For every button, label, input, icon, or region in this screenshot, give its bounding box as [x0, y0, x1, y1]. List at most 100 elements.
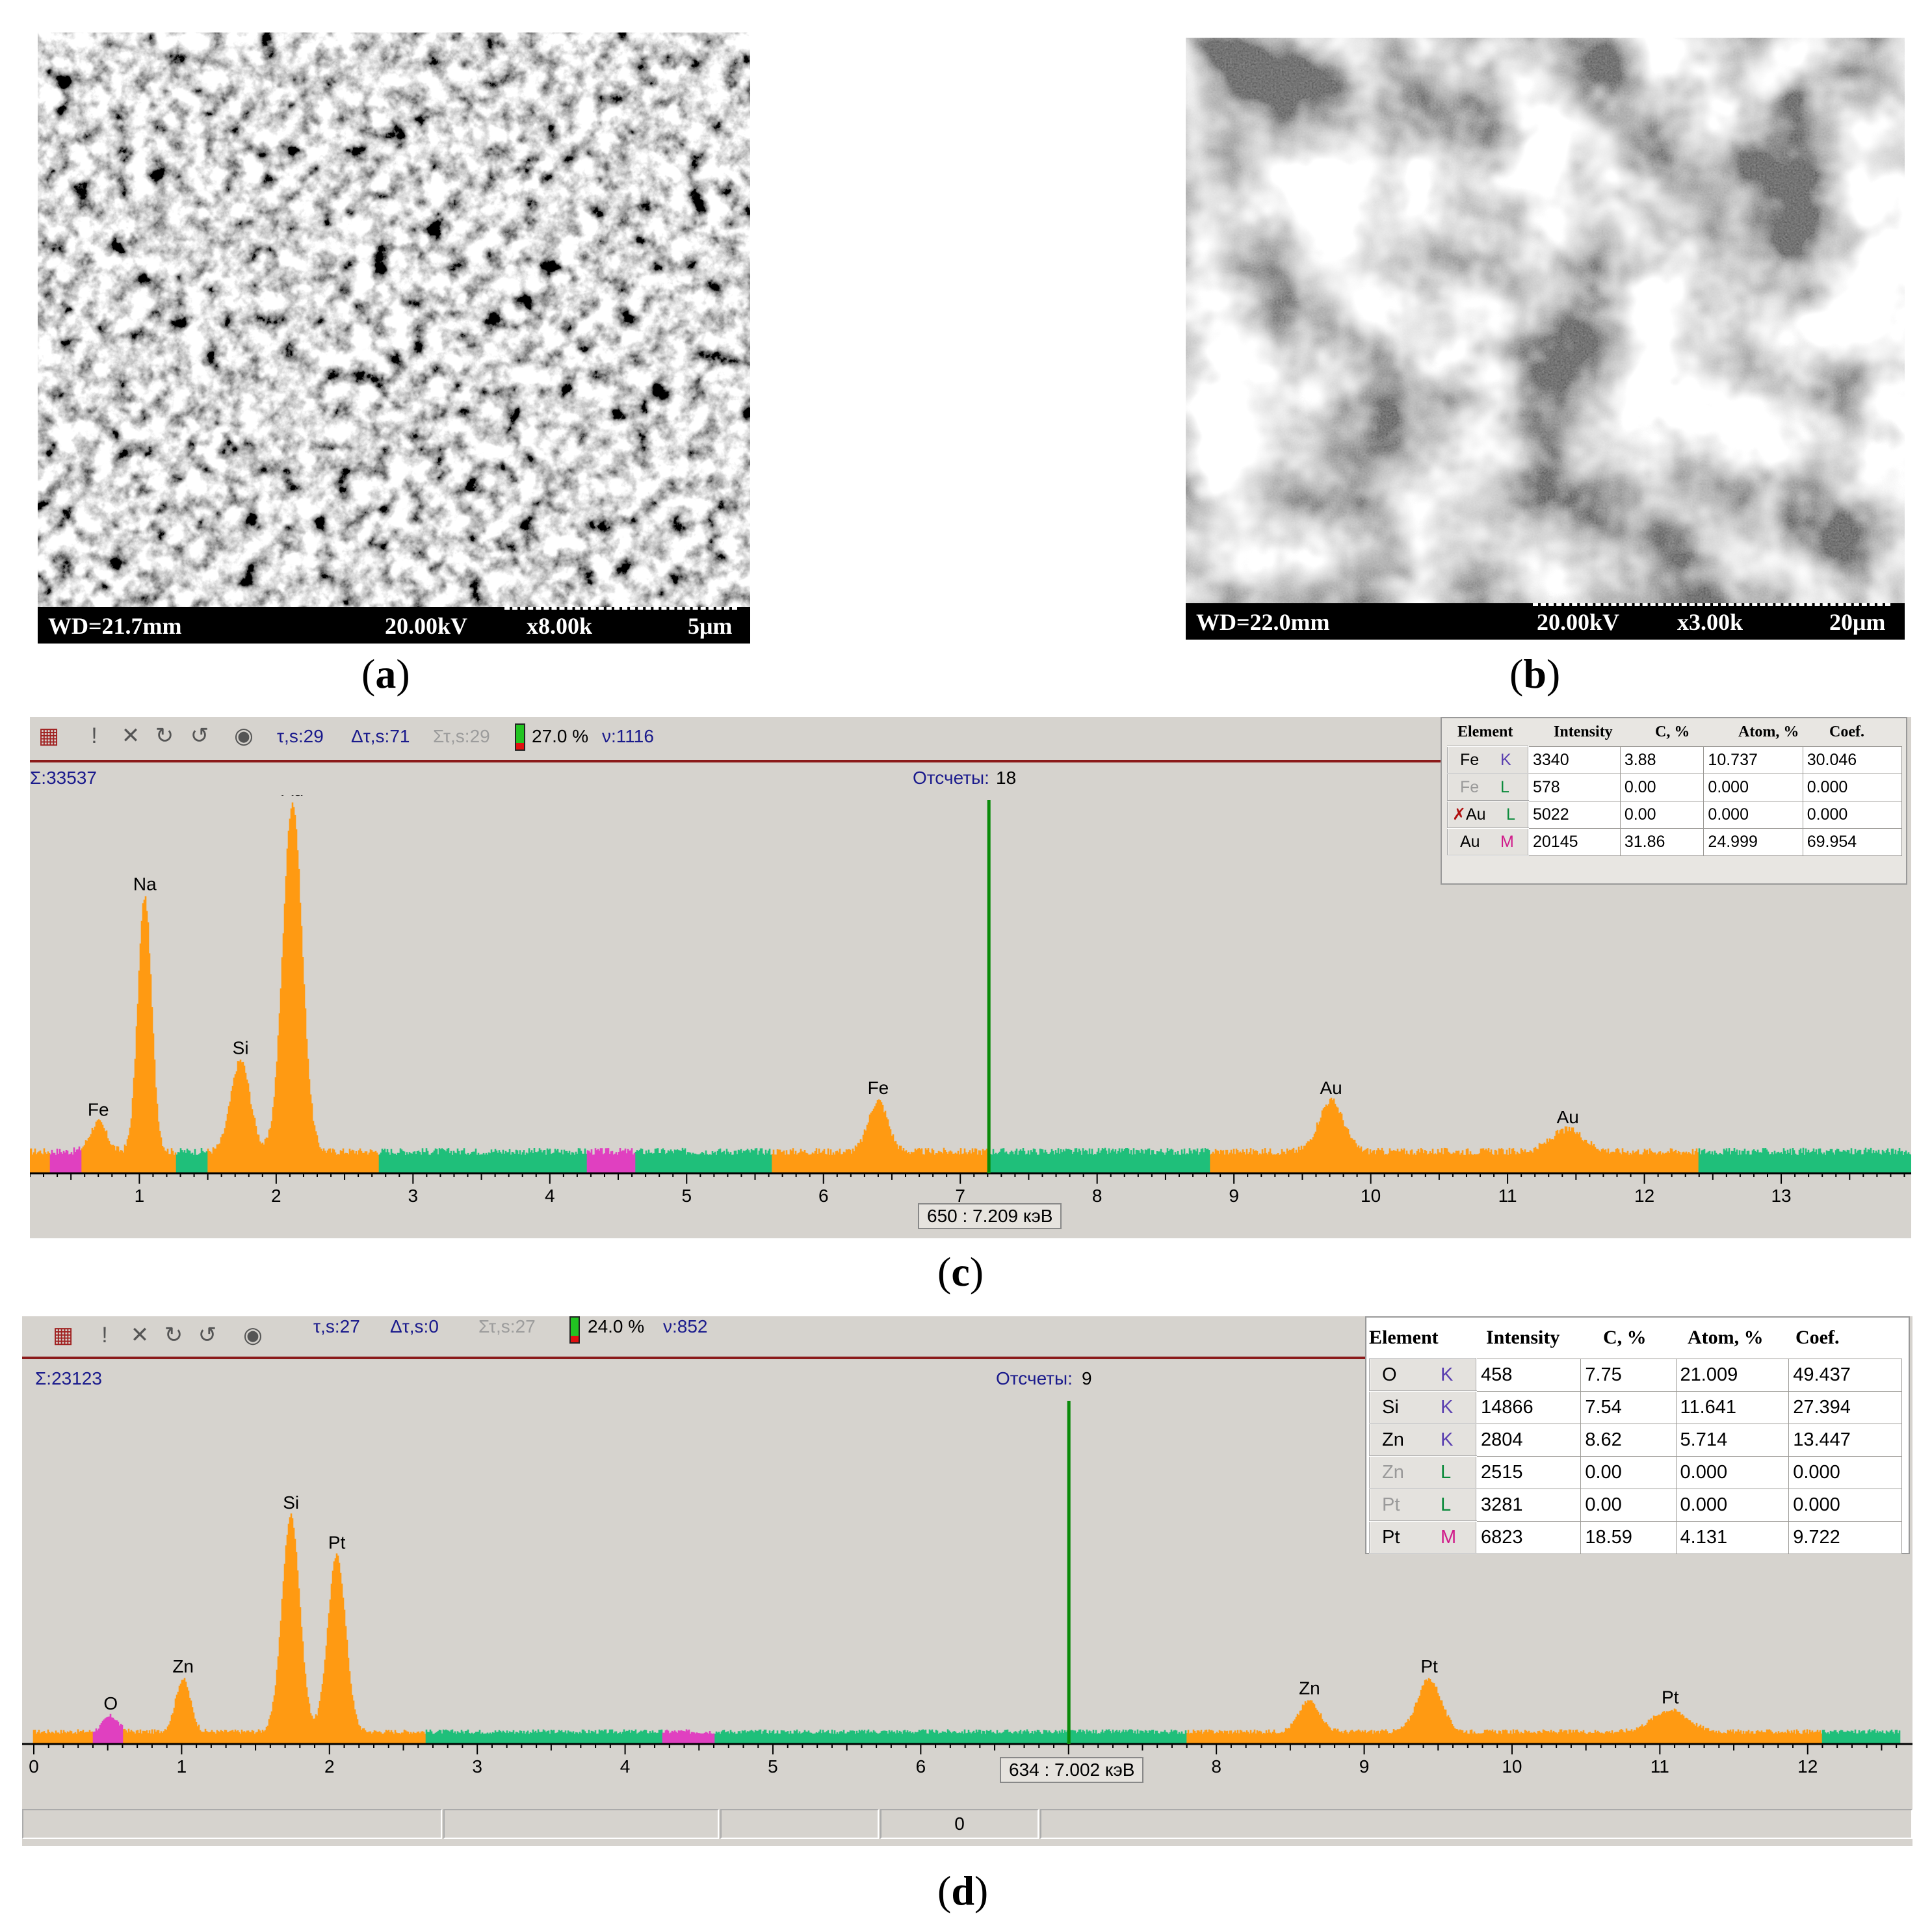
element-row[interactable]: Au M 20145 31.86 24.999 69.954 — [1447, 827, 1903, 856]
element-cell[interactable]: Zn L — [1369, 1455, 1477, 1489]
element-row[interactable]: Pt M 6823 18.59 4.131 9.722 — [1369, 1520, 1902, 1554]
col-atom: Atom, % — [1738, 723, 1799, 740]
x-tick-label: 9 — [1229, 1186, 1239, 1206]
x-tick-label: 4 — [620, 1756, 631, 1776]
peak-label: Fe — [88, 1100, 109, 1120]
x-tick-label: 13 — [1771, 1186, 1791, 1206]
element-row[interactable]: ✗Au L 5022 0.00 0.000 0.000 — [1447, 800, 1903, 829]
caption-a: (a) — [361, 651, 410, 697]
concentration-cell: 0.00 — [1619, 773, 1704, 801]
x-tick-label: 7 — [955, 1186, 965, 1206]
x-tick-label: 5 — [681, 1186, 692, 1206]
spectrum-orange-area — [30, 802, 1699, 1173]
spectrum-icon[interactable]: ▦ — [52, 1323, 74, 1347]
intensity-cell: 458 — [1476, 1358, 1582, 1392]
acquisition-progress-icon — [569, 1316, 580, 1344]
coef-cell: 27.394 — [1788, 1390, 1902, 1424]
element-cell[interactable]: Pt M — [1369, 1520, 1477, 1554]
element-symbol: Si — [1382, 1396, 1399, 1418]
spectrum-green-area — [425, 1729, 1901, 1744]
spectrum-icon[interactable]: ▦ — [38, 723, 60, 748]
element-table-c[interactable]: Element Intensity C, % Atom, % Coef. Fe K… — [1441, 717, 1907, 885]
nu-readout: ν:852 — [663, 1316, 708, 1336]
coef-cell: 0.000 — [1788, 1488, 1902, 1522]
peak-label: Au — [1320, 1078, 1342, 1098]
x-tick-label: 10 — [1361, 1186, 1381, 1206]
sem-image-b: WD=22.0mm 20.00kV x3.00k 20μm — [1186, 38, 1905, 640]
col-intensity: Intensity — [1554, 723, 1613, 740]
cross-icon[interactable]: ✕ — [121, 723, 140, 748]
spectrum-plot-d[interactable]: 0123456789101112OZnSiPtZnPtPt — [22, 1396, 1912, 1793]
x-tick-label: 2 — [324, 1756, 335, 1776]
element-row[interactable]: Fe L 578 0.00 0.000 0.000 — [1447, 773, 1903, 801]
concentration-cell: 18.59 — [1580, 1520, 1677, 1554]
counts-label: Отсчеты: — [996, 1368, 1073, 1388]
spectrum-plot-c[interactable]: 12345678910111213FeNaSiAuFeAuAu — [30, 795, 1911, 1238]
spectrum-green-area — [176, 1147, 1911, 1173]
concentration-cell: 0.00 — [1580, 1488, 1677, 1522]
concentration-cell: 0.00 — [1580, 1455, 1677, 1489]
element-cell[interactable]: Si K — [1369, 1390, 1477, 1424]
status-cell-1 — [22, 1809, 442, 1839]
intensity-cell: 6823 — [1476, 1520, 1582, 1554]
progress-percent: 24.0 % — [588, 1316, 645, 1336]
atom-percent-cell: 5.714 — [1675, 1423, 1790, 1457]
element-cell[interactable]: Fe L — [1447, 773, 1529, 801]
cross-icon[interactable]: ✕ — [130, 1323, 150, 1347]
spectrum-pink-area — [92, 1713, 715, 1744]
refresh-icon[interactable]: ↻ — [164, 1323, 183, 1347]
element-row[interactable]: Fe K 3340 3.88 10.737 30.046 — [1447, 746, 1903, 774]
element-symbol: Fe — [1460, 777, 1480, 796]
stau-readout: Στ,s:27 — [478, 1316, 536, 1336]
disk-icon[interactable]: ◉ — [243, 1323, 263, 1347]
sum-counts: Σ:33537 — [30, 768, 97, 788]
element-symbol: Pt — [1382, 1526, 1400, 1548]
intensity-cell: 3340 — [1528, 746, 1621, 774]
status-bar: 0 — [22, 1809, 1912, 1841]
col-c: C, % — [1603, 1327, 1647, 1348]
x-tick-label: 12 — [1634, 1186, 1654, 1206]
element-row[interactable]: Zn K 2804 8.62 5.714 13.447 — [1369, 1423, 1902, 1457]
alert-icon[interactable]: ! — [101, 1323, 108, 1347]
shell-label: L — [1500, 777, 1509, 796]
peak-label: Pt — [328, 1533, 346, 1553]
refresh-all-icon[interactable]: ↺ — [190, 723, 209, 748]
atom-percent-cell: 0.000 — [1675, 1455, 1790, 1489]
element-symbol: Au — [1460, 832, 1480, 851]
element-cell[interactable]: Pt L — [1369, 1488, 1477, 1522]
atom-percent-cell: 10.737 — [1703, 746, 1803, 774]
intensity-cell: 2515 — [1476, 1455, 1582, 1489]
status-cell-5 — [1040, 1809, 1912, 1839]
x-tick-label: 1 — [135, 1186, 145, 1206]
element-row[interactable]: Zn L 2515 0.00 0.000 0.000 — [1369, 1455, 1902, 1489]
coef-cell: 0.000 — [1802, 773, 1903, 801]
col-intensity: Intensity — [1486, 1327, 1560, 1348]
peak-label: Zn — [172, 1656, 194, 1676]
tau-readout: τ,s:27 — [313, 1316, 360, 1336]
element-cell[interactable]: Fe K — [1447, 746, 1529, 774]
x-tick-label: 11 — [1498, 1186, 1517, 1206]
stau-readout: Στ,s:29 — [433, 726, 490, 746]
disk-icon[interactable]: ◉ — [234, 723, 254, 748]
atom-percent-cell: 0.000 — [1703, 800, 1803, 829]
sem-scale-a: 5μm — [688, 613, 733, 639]
sem-mag-b: x3.00k — [1677, 609, 1743, 635]
element-row[interactable]: O K 458 7.75 21.009 49.437 — [1369, 1358, 1902, 1392]
atom-percent-cell: 0.000 — [1703, 773, 1803, 801]
intensity-cell: 578 — [1528, 773, 1621, 801]
intensity-cell: 14866 — [1476, 1390, 1582, 1424]
element-cell[interactable]: Au M — [1447, 827, 1529, 856]
shell-label: K — [1441, 1429, 1454, 1450]
element-cell[interactable]: ✗Au L — [1447, 800, 1529, 829]
refresh-all-icon[interactable]: ↺ — [198, 1323, 217, 1347]
excluded-mark-icon[interactable]: ✗ — [1452, 805, 1466, 824]
element-cell[interactable]: Zn K — [1369, 1423, 1477, 1457]
alert-icon[interactable]: ! — [91, 723, 98, 748]
shell-label: M — [1441, 1526, 1457, 1548]
refresh-icon[interactable]: ↻ — [155, 723, 174, 748]
dtau-readout: Δτ,s:71 — [351, 726, 410, 746]
element-row[interactable]: Pt L 3281 0.00 0.000 0.000 — [1369, 1488, 1902, 1522]
element-row[interactable]: Si K 14866 7.54 11.641 27.394 — [1369, 1390, 1902, 1424]
